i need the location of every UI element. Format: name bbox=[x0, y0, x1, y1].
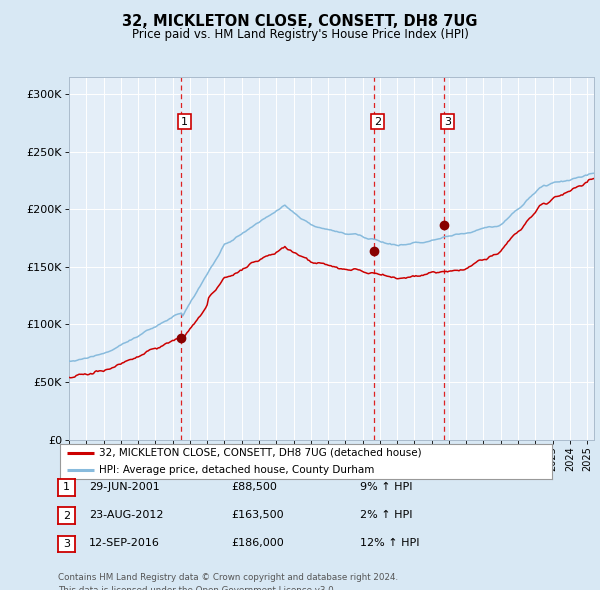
Text: 29-JUN-2001: 29-JUN-2001 bbox=[89, 482, 160, 491]
Text: 32, MICKLETON CLOSE, CONSETT, DH8 7UG: 32, MICKLETON CLOSE, CONSETT, DH8 7UG bbox=[122, 14, 478, 29]
Text: 3: 3 bbox=[444, 117, 451, 127]
Text: 3: 3 bbox=[63, 539, 70, 549]
Text: £88,500: £88,500 bbox=[231, 482, 277, 491]
Text: £163,500: £163,500 bbox=[231, 510, 284, 520]
Text: 12% ↑ HPI: 12% ↑ HPI bbox=[360, 539, 419, 548]
Text: 1: 1 bbox=[181, 117, 188, 127]
Text: Contains HM Land Registry data © Crown copyright and database right 2024.
This d: Contains HM Land Registry data © Crown c… bbox=[58, 573, 398, 590]
Text: 23-AUG-2012: 23-AUG-2012 bbox=[89, 510, 163, 520]
Text: 12-SEP-2016: 12-SEP-2016 bbox=[89, 539, 160, 548]
Text: 2: 2 bbox=[374, 117, 381, 127]
Text: £186,000: £186,000 bbox=[231, 539, 284, 548]
Text: 1: 1 bbox=[63, 483, 70, 492]
Text: 32, MICKLETON CLOSE, CONSETT, DH8 7UG (detached house): 32, MICKLETON CLOSE, CONSETT, DH8 7UG (d… bbox=[100, 448, 422, 458]
Text: 2: 2 bbox=[63, 511, 70, 520]
Text: HPI: Average price, detached house, County Durham: HPI: Average price, detached house, Coun… bbox=[100, 465, 375, 475]
Text: 2% ↑ HPI: 2% ↑ HPI bbox=[360, 510, 413, 520]
Text: Price paid vs. HM Land Registry's House Price Index (HPI): Price paid vs. HM Land Registry's House … bbox=[131, 28, 469, 41]
Text: 9% ↑ HPI: 9% ↑ HPI bbox=[360, 482, 413, 491]
